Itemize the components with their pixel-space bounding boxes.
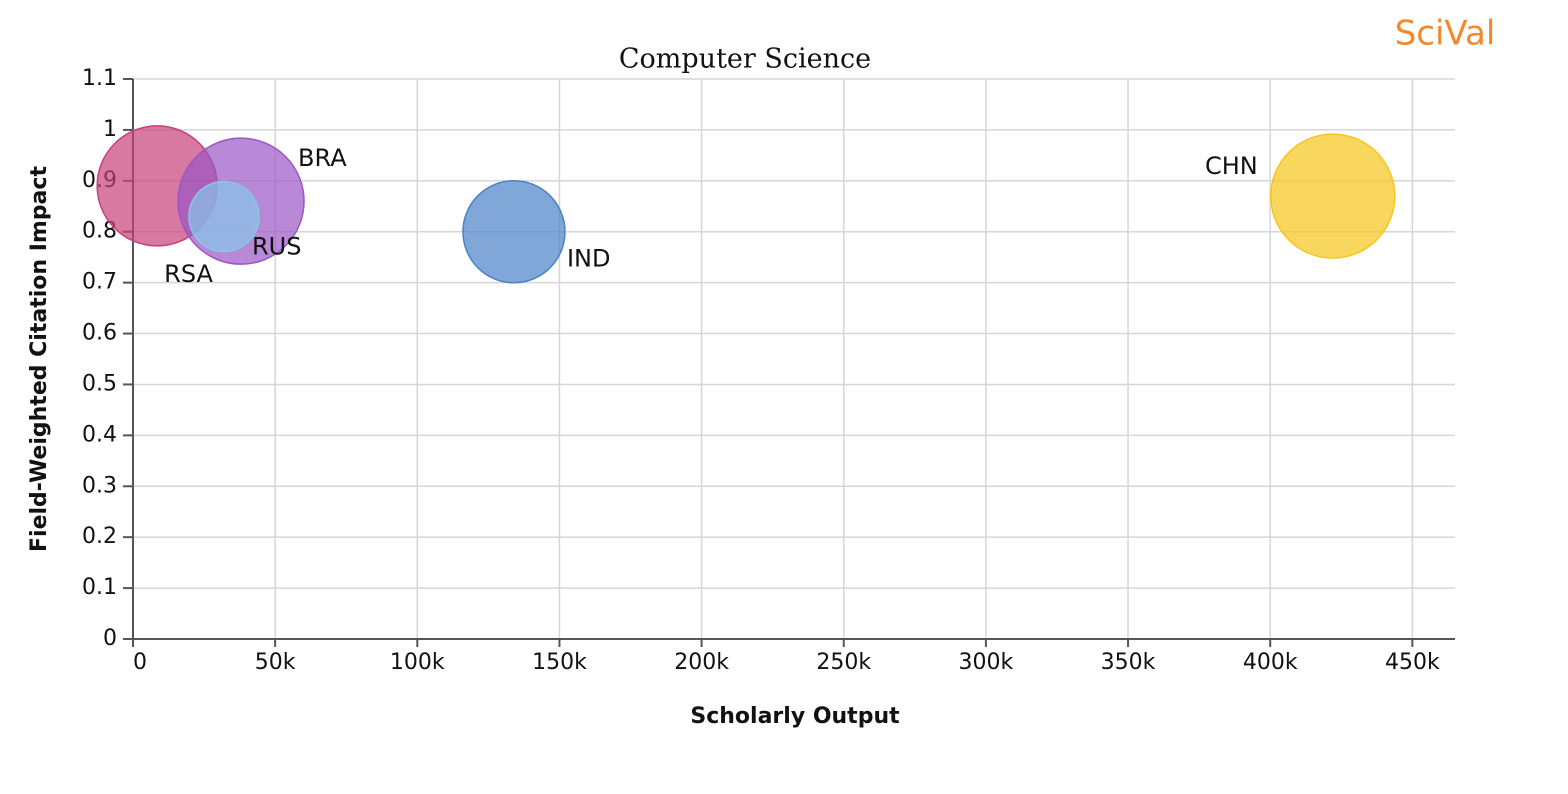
x-tick-label: 400k — [1243, 650, 1298, 675]
bubble — [462, 179, 566, 284]
x-tick-label: 300k — [959, 650, 1014, 675]
bubble — [1270, 133, 1396, 259]
x-tick-label: 50k — [255, 650, 296, 675]
x-tick-label: 350k — [1101, 650, 1156, 675]
y-tick-label: 0.4 — [82, 422, 117, 447]
y-tick-label: 1.1 — [82, 66, 117, 91]
bubble-label: BRA — [298, 144, 347, 172]
bubble-label: RSA — [164, 260, 213, 288]
bubble-label: CHN — [1205, 152, 1258, 180]
y-tick-label: 0.1 — [82, 575, 117, 600]
brand-logo: SciVal — [1395, 14, 1496, 54]
x-tick-label: 200k — [674, 650, 729, 675]
bubble-label: RUS — [252, 232, 301, 260]
y-tick-label: 0.3 — [82, 473, 117, 498]
y-tick-label: 1 — [103, 117, 117, 142]
bubble-label: IND — [567, 245, 611, 273]
chart-title: Computer Science — [619, 44, 871, 75]
x-tick-label: 100k — [390, 650, 445, 675]
bubble — [188, 180, 260, 253]
y-tick-label: 0.5 — [82, 371, 117, 396]
y-tick-label: 0.2 — [82, 524, 117, 549]
x-tick-label: 250k — [816, 650, 871, 675]
y-tick-label: 0 — [103, 626, 117, 651]
x-tick-label: 150k — [532, 650, 587, 675]
x-axis-label: Scholarly Output — [690, 704, 900, 729]
y-axis-label: Field-Weighted Citation Impact — [27, 166, 52, 552]
x-tick-label: 0 — [133, 650, 147, 675]
y-tick-label: 0.6 — [82, 321, 117, 346]
x-tick-label: 450k — [1385, 650, 1440, 675]
y-tick-label: 0.7 — [82, 270, 117, 295]
